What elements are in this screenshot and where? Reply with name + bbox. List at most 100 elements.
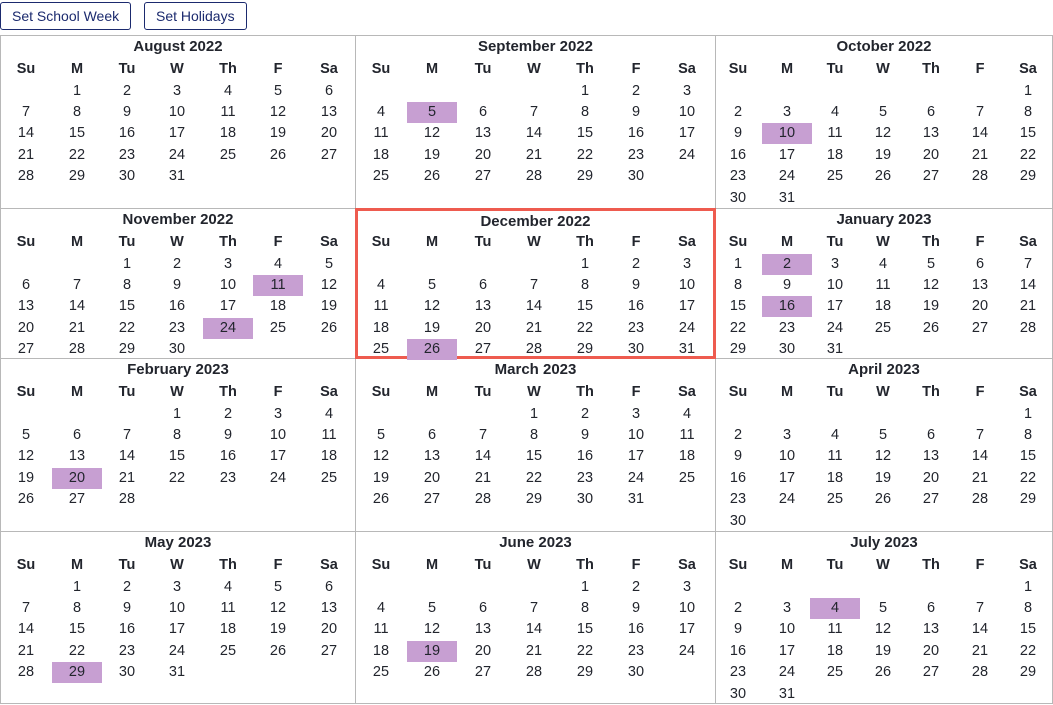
day-cell[interactable]: 2: [631, 255, 641, 272]
day-cell[interactable]: 22: [729, 319, 747, 336]
day-cell[interactable]: 7: [529, 103, 539, 120]
day-cell[interactable]: 15: [576, 298, 594, 315]
day-cell[interactable]: 28: [971, 664, 989, 681]
day-cell[interactable]: 6: [72, 426, 82, 443]
day-cell[interactable]: 12: [874, 125, 892, 142]
day-cell[interactable]: 12: [17, 448, 35, 465]
day-cell[interactable]: 10: [219, 276, 237, 293]
month-2023-02[interactable]: February 2023 Su M Tu W Th F Sa 1 2 3 4 5 6 7 8 9 10 11 12 1…: [0, 358, 356, 532]
day-cell[interactable]: 18: [219, 621, 237, 638]
day-cell[interactable]: 5: [324, 255, 334, 272]
day-cell[interactable]: 9: [172, 276, 182, 293]
day-cell[interactable]: 18: [320, 448, 338, 465]
day-cell[interactable]: 27: [474, 664, 492, 681]
holiday-day-cell[interactable]: 5: [407, 101, 457, 123]
day-cell[interactable]: 15: [118, 298, 136, 315]
day-cell[interactable]: 7: [529, 599, 539, 616]
day-cell[interactable]: 13: [474, 298, 492, 315]
day-cell[interactable]: 19: [874, 642, 892, 659]
day-cell[interactable]: 2: [733, 599, 743, 616]
day-cell[interactable]: 11: [220, 599, 236, 616]
day-cell[interactable]: 30: [576, 491, 594, 508]
day-cell[interactable]: 18: [219, 125, 237, 142]
day-cell[interactable]: 4: [223, 578, 233, 595]
day-cell[interactable]: 5: [926, 255, 936, 272]
day-cell[interactable]: 6: [478, 276, 488, 293]
day-cell[interactable]: 29: [68, 168, 86, 185]
day-cell[interactable]: 14: [971, 621, 989, 638]
day-cell[interactable]: 25: [826, 664, 844, 681]
holiday-day-cell[interactable]: 24: [203, 317, 253, 339]
day-cell[interactable]: 31: [168, 168, 186, 185]
day-cell[interactable]: 1: [529, 405, 539, 422]
day-cell[interactable]: 4: [223, 82, 233, 99]
day-cell[interactable]: 10: [778, 621, 796, 638]
day-cell[interactable]: 17: [678, 621, 696, 638]
day-cell[interactable]: 5: [878, 103, 888, 120]
day-cell[interactable]: 1: [580, 578, 590, 595]
day-cell[interactable]: 20: [971, 298, 989, 315]
day-cell[interactable]: 27: [423, 491, 441, 508]
day-cell[interactable]: 3: [172, 82, 182, 99]
day-cell[interactable]: 24: [678, 642, 696, 659]
day-cell[interactable]: 7: [975, 103, 985, 120]
day-cell[interactable]: 28: [971, 491, 989, 508]
day-cell[interactable]: 9: [223, 426, 233, 443]
day-cell[interactable]: 13: [474, 621, 492, 638]
month-2023-04[interactable]: April 2023 Su M Tu W Th F Sa 1 2 3 4 5 6 7 8 9 10 11 12 13 14…: [715, 358, 1053, 532]
day-cell[interactable]: 10: [678, 103, 696, 120]
day-cell[interactable]: 16: [627, 621, 645, 638]
day-cell[interactable]: 7: [21, 103, 31, 120]
day-cell[interactable]: 16: [168, 298, 186, 315]
day-cell[interactable]: 6: [478, 103, 488, 120]
day-cell[interactable]: 9: [782, 276, 792, 293]
day-cell[interactable]: 29: [576, 341, 594, 358]
day-cell[interactable]: 1: [72, 82, 82, 99]
day-cell[interactable]: 12: [874, 621, 892, 638]
day-cell[interactable]: 23: [118, 146, 136, 163]
day-cell[interactable]: 13: [423, 448, 441, 465]
day-cell[interactable]: 20: [922, 469, 940, 486]
day-cell[interactable]: 12: [874, 448, 892, 465]
day-cell[interactable]: 16: [118, 621, 136, 638]
day-cell[interactable]: 21: [17, 642, 35, 659]
day-cell[interactable]: 3: [273, 405, 283, 422]
day-cell[interactable]: 2: [223, 405, 233, 422]
day-cell[interactable]: 13: [922, 125, 940, 142]
day-cell[interactable]: 19: [372, 469, 390, 486]
day-cell[interactable]: 1: [122, 255, 132, 272]
day-cell[interactable]: 10: [678, 599, 696, 616]
day-cell[interactable]: 17: [678, 298, 696, 315]
day-cell[interactable]: 7: [478, 426, 488, 443]
day-cell[interactable]: 15: [1019, 621, 1037, 638]
day-cell[interactable]: 22: [576, 319, 594, 336]
day-cell[interactable]: 26: [874, 168, 892, 185]
day-cell[interactable]: 23: [729, 664, 747, 681]
set-holidays-button[interactable]: Set Holidays: [144, 2, 247, 30]
day-cell[interactable]: 20: [474, 319, 492, 336]
day-cell[interactable]: 30: [627, 168, 645, 185]
day-cell[interactable]: 22: [1019, 146, 1037, 163]
day-cell[interactable]: 27: [971, 319, 989, 336]
day-cell[interactable]: 2: [631, 578, 641, 595]
day-cell[interactable]: 25: [219, 642, 237, 659]
day-cell[interactable]: 24: [678, 146, 696, 163]
day-cell[interactable]: 26: [269, 642, 287, 659]
day-cell[interactable]: 25: [678, 469, 696, 486]
day-cell[interactable]: 9: [580, 426, 590, 443]
day-cell[interactable]: 27: [922, 664, 940, 681]
month-2022-09[interactable]: September 2022 Su M Tu W Th F Sa 1 2 3 4 5 6 7 8 9 10 11 12…: [355, 35, 716, 209]
day-cell[interactable]: 17: [778, 146, 796, 163]
day-cell[interactable]: 25: [219, 146, 237, 163]
day-cell[interactable]: 30: [627, 664, 645, 681]
day-cell[interactable]: 16: [627, 298, 645, 315]
day-cell[interactable]: 30: [729, 512, 747, 529]
day-cell[interactable]: 30: [118, 168, 136, 185]
day-cell[interactable]: 2: [580, 405, 590, 422]
month-2022-11[interactable]: November 2022 Su M Tu W Th F Sa 1 2 3 4 5 6 7 8 9 10 11 12 1…: [0, 208, 356, 359]
day-cell[interactable]: 16: [118, 125, 136, 142]
day-cell[interactable]: 23: [729, 168, 747, 185]
day-cell[interactable]: 23: [627, 642, 645, 659]
day-cell[interactable]: 1: [580, 255, 590, 272]
day-cell[interactable]: 21: [68, 319, 86, 336]
